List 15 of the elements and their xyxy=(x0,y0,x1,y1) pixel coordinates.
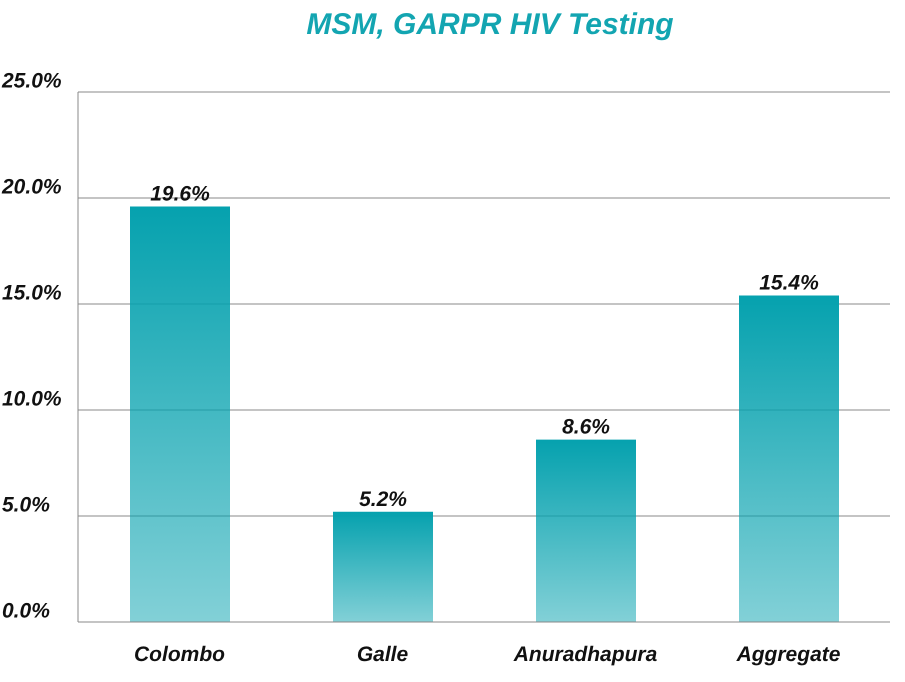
x-tick-label: Aggregate xyxy=(736,642,841,666)
y-tick-label: 25.0% xyxy=(1,69,62,92)
x-tick-label: Colombo xyxy=(134,642,226,666)
y-tick-label: 0.0% xyxy=(2,599,50,622)
data-label: 8.6% xyxy=(562,416,610,439)
y-tick-label: 20.0% xyxy=(1,175,62,198)
y-tick-label: 10.0% xyxy=(2,387,62,410)
y-tick-label: 15.0% xyxy=(2,281,62,304)
data-label: 5.2% xyxy=(359,488,408,511)
data-label: 19.6% xyxy=(150,182,210,206)
x-tick-label: Galle xyxy=(356,642,408,666)
x-tick-label: Anuradhapura xyxy=(512,642,658,666)
y-tick-label: 5.0% xyxy=(2,493,50,516)
chart-title: MSM, GARPR HIV Testing xyxy=(305,7,675,43)
data-label: 15.4% xyxy=(759,272,820,295)
